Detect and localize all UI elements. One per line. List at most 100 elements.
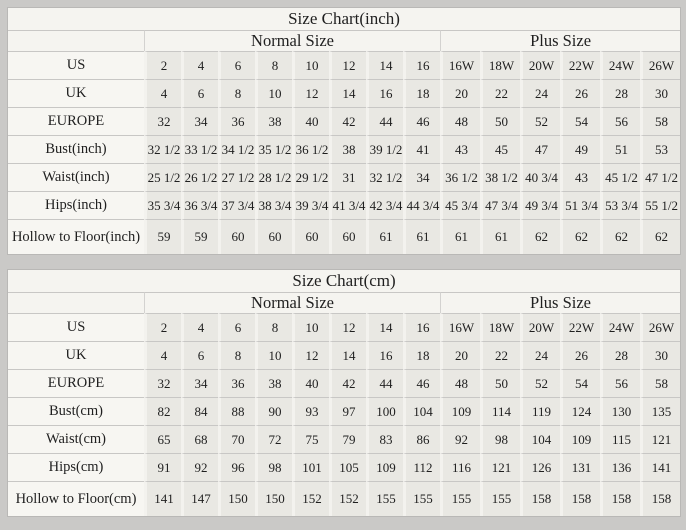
- size-cell: 56: [600, 369, 640, 397]
- size-cell: 61: [366, 219, 403, 254]
- size-cell: 61: [403, 219, 440, 254]
- size-cell: 18: [403, 341, 440, 369]
- size-cell: 62: [520, 219, 560, 254]
- size-cell: 28: [600, 79, 640, 107]
- size-cell: 43: [440, 135, 480, 163]
- row-label: Bust(inch): [8, 135, 144, 163]
- size-cell: 4: [144, 341, 181, 369]
- size-cell: 10: [255, 341, 292, 369]
- table-row: Bust(inch) 32 1/2 33 1/2 34 1/2 35 1/2 36 1/2…: [8, 135, 681, 163]
- size-cell: 18: [403, 79, 440, 107]
- corner-cell: [8, 292, 144, 313]
- size-cell: 6: [181, 79, 218, 107]
- size-cell: 12: [292, 79, 329, 107]
- size-cell: 16W: [440, 313, 480, 341]
- plus-size-header: Plus Size: [440, 30, 681, 51]
- size-cell: 141: [144, 481, 181, 516]
- size-cell: 62: [560, 219, 600, 254]
- table-row: Bust(cm) 82 84 88 90 93 97 100 104 109 114 119 124 13…: [8, 397, 681, 425]
- size-cell: 24: [520, 341, 560, 369]
- size-cell: 90: [255, 397, 292, 425]
- row-label: UK: [8, 341, 144, 369]
- size-cell: 53: [640, 135, 681, 163]
- size-cell: 135: [640, 397, 681, 425]
- table-row: Waist(cm) 65 68 70 72 75 79 83 86 92 98 104 109 115 12…: [8, 425, 681, 453]
- size-cell: 136: [600, 453, 640, 481]
- normal-size-header: Normal Size: [144, 292, 440, 313]
- size-cell: 60: [292, 219, 329, 254]
- size-cell: 48: [440, 107, 480, 135]
- size-cell: 46: [403, 369, 440, 397]
- size-cell: 59: [181, 219, 218, 254]
- size-cell: 22W: [560, 51, 600, 79]
- size-cell: 2: [144, 51, 181, 79]
- size-cell: 33 1/2: [181, 135, 218, 163]
- size-cell: 20: [440, 79, 480, 107]
- size-cell: 30: [640, 79, 681, 107]
- size-cell: 47 1/2: [640, 163, 681, 191]
- size-cell: 105: [329, 453, 366, 481]
- size-cell: 35 1/2: [255, 135, 292, 163]
- table-row: Waist(inch) 25 1/2 26 1/2 27 1/2 28 1/2 29 1/…: [8, 163, 681, 191]
- size-cell: 10: [292, 51, 329, 79]
- row-label: Waist(cm): [8, 425, 144, 453]
- row-label: Bust(cm): [8, 397, 144, 425]
- column-group-row: Normal Size Plus Size: [8, 30, 681, 51]
- size-cell: 54: [560, 107, 600, 135]
- size-cell: 91: [144, 453, 181, 481]
- size-cell: 88: [218, 397, 255, 425]
- size-cell: 115: [600, 425, 640, 453]
- size-cell: 40: [292, 107, 329, 135]
- size-cell: 34: [181, 107, 218, 135]
- size-cell: 109: [560, 425, 600, 453]
- size-cell: 35 3/4: [144, 191, 181, 219]
- size-cell: 47: [520, 135, 560, 163]
- size-cell: 42: [329, 369, 366, 397]
- size-cell: 12: [329, 313, 366, 341]
- size-cell: 96: [218, 453, 255, 481]
- row-label: Waist(inch): [8, 163, 144, 191]
- row-label: Hollow to Floor(cm): [8, 481, 144, 516]
- size-cell: 24W: [600, 51, 640, 79]
- size-cell: 45 3/4: [440, 191, 480, 219]
- size-cell: 14: [329, 341, 366, 369]
- size-cell: 93: [292, 397, 329, 425]
- size-cell: 53 3/4: [600, 191, 640, 219]
- size-cell: 59: [144, 219, 181, 254]
- table-row: US 2 4 6 8 10 12 14 16 16W 18W 20W 22W 24W 26W: [8, 313, 681, 341]
- size-cell: 126: [520, 453, 560, 481]
- size-cell: 24W: [600, 313, 640, 341]
- size-cell: 42: [329, 107, 366, 135]
- size-cell: 70: [218, 425, 255, 453]
- size-cell: 32 1/2: [144, 135, 181, 163]
- size-cell: 18W: [480, 51, 520, 79]
- table-row: US 2 4 6 8 10 12 14 16 16W 18W 20W 22W 24W 26W: [8, 51, 681, 79]
- row-label: UK: [8, 79, 144, 107]
- size-cell: 42 3/4: [366, 191, 403, 219]
- size-cell: 62: [600, 219, 640, 254]
- size-cell: 16: [366, 341, 403, 369]
- table-row: Hips(inch) 35 3/4 36 3/4 37 3/4 38 3/4 39 3/4…: [8, 191, 681, 219]
- size-cell: 58: [640, 107, 681, 135]
- table-row: EUROPE 32 34 36 38 40 42 44 46 48 50 52 54 56 58: [8, 107, 681, 135]
- size-cell: 32 1/2: [366, 163, 403, 191]
- size-cell: 50: [480, 107, 520, 135]
- size-cell: 36 1/2: [292, 135, 329, 163]
- size-cell: 16: [403, 51, 440, 79]
- size-cell: 152: [292, 481, 329, 516]
- size-cell: 61: [440, 219, 480, 254]
- row-label: Hips(inch): [8, 191, 144, 219]
- size-cell: 40 3/4: [520, 163, 560, 191]
- size-cell: 49 3/4: [520, 191, 560, 219]
- size-cell: 79: [329, 425, 366, 453]
- size-cell: 155: [480, 481, 520, 516]
- size-cell: 29 1/2: [292, 163, 329, 191]
- corner-cell: [8, 30, 144, 51]
- size-cell: 8: [255, 313, 292, 341]
- size-cell: 38: [329, 135, 366, 163]
- size-cell: 158: [600, 481, 640, 516]
- size-cell: 6: [181, 341, 218, 369]
- size-cell: 98: [255, 453, 292, 481]
- row-label: Hollow to Floor(inch): [8, 219, 144, 254]
- size-cell: 83: [366, 425, 403, 453]
